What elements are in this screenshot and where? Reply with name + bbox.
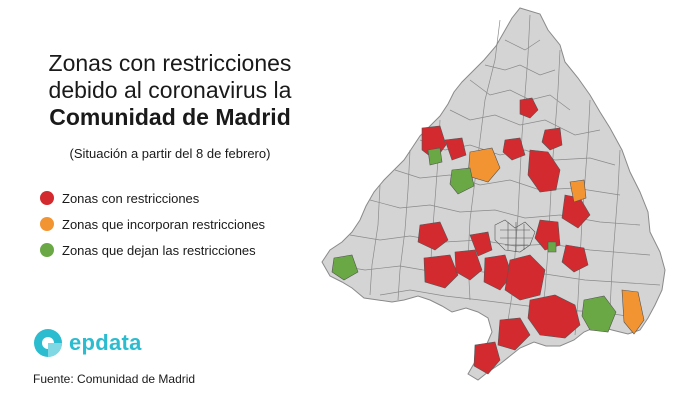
zone-restricted-s2 <box>504 254 546 301</box>
zone-restricted-s4 <box>497 317 531 351</box>
region-outline <box>321 7 666 381</box>
zone-restricted-sw2 <box>454 249 483 281</box>
legend-dot-restricted <box>40 191 54 205</box>
legend-label-incorporate: Zonas que incorporan restricciones <box>62 216 266 232</box>
zone-restricted-n2 <box>541 127 563 151</box>
metro-area-mesh <box>494 219 536 253</box>
zone-restricted-s5 <box>473 341 501 375</box>
legend-dot-incorporate <box>40 217 54 231</box>
zone-leave-nw2 <box>449 167 475 195</box>
legend-item-restricted: Zonas con restricciones <box>40 185 265 211</box>
map-title: Zonas con restricciones debido al corona… <box>20 50 320 131</box>
epdata-logo-text: epdata <box>69 330 142 355</box>
zone-leave-se <box>581 295 617 333</box>
zone-restricted-ne1 <box>527 149 561 193</box>
epdata-logo: epdata <box>33 328 142 358</box>
zone-leave-c <box>547 241 557 253</box>
zone-restricted-nw2 <box>444 137 467 161</box>
zone-restricted-n1 <box>519 97 539 119</box>
legend-label-restricted: Zonas con restricciones <box>62 190 200 206</box>
zone-incorporate-ne <box>569 179 587 203</box>
zone-restricted-n3 <box>502 137 526 161</box>
title-line-2: debido al coronavirus la <box>48 77 292 103</box>
zone-leave-w <box>331 254 359 281</box>
zone-restricted-e2 <box>561 244 589 273</box>
zone-restricted-c1 <box>417 221 449 251</box>
zone-restricted-s3 <box>527 294 581 339</box>
legend-dot-leave <box>40 243 54 257</box>
map-subtitle: (Situación a partir del 8 de febrero) <box>69 146 271 161</box>
epdata-logo-icon <box>34 329 62 357</box>
zone-incorporate-se <box>621 289 645 335</box>
zone-restricted-sw1 <box>423 254 459 289</box>
zones-incorporate <box>467 147 645 335</box>
zones-restricted <box>417 97 591 375</box>
zones-leave <box>331 147 617 333</box>
legend-item-incorporate: Zonas que incorporan restricciones <box>40 211 265 237</box>
legend: Zonas con restricciones Zonas que incorp… <box>40 185 265 263</box>
title-line-3: Comunidad de Madrid <box>49 104 291 130</box>
source-note: Fuente: Comunidad de Madrid <box>33 372 196 386</box>
zone-restricted-w1 <box>469 231 493 257</box>
legend-item-leave: Zonas que dejan las restricciones <box>40 237 265 263</box>
legend-label-leave: Zonas que dejan las restricciones <box>62 242 256 258</box>
zone-leave-nw1 <box>427 147 443 166</box>
title-line-1: Zonas con restricciones <box>48 50 292 76</box>
